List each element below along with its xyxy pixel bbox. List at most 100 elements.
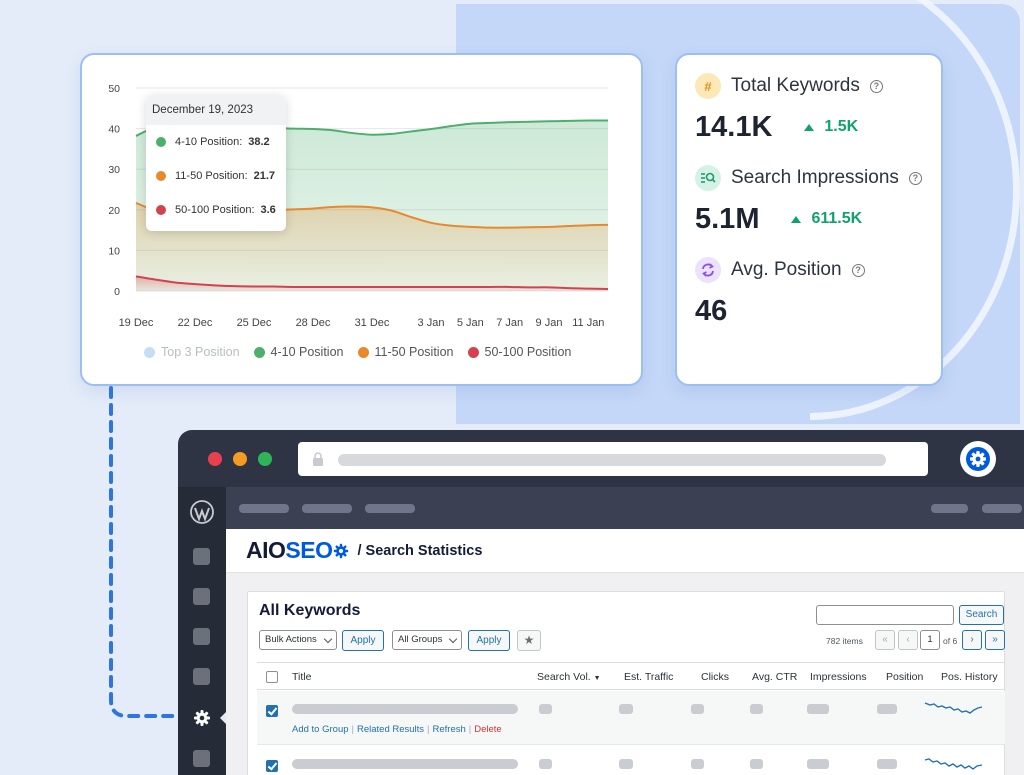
wp-admin-bar (226, 487, 1024, 529)
legend-item-top-3[interactable]: Top 3 Position (144, 345, 240, 359)
stat-value: 5.1M (695, 202, 760, 235)
all-keywords-panel: All Keywords Search Bulk Actions Apply A… (247, 591, 1005, 775)
brand-aio: AIO (246, 537, 286, 563)
first-page-button[interactable]: « (875, 630, 895, 650)
x-tick-label: 28 Dec (296, 317, 331, 329)
sidebar-menu-item[interactable] (193, 628, 210, 645)
legend-item-4-10[interactable]: 4-10 Position (253, 345, 344, 359)
legend-dot (467, 346, 479, 358)
tooltip-value: 38.2 (248, 136, 270, 148)
admin-bar-item[interactable] (302, 504, 352, 513)
tooltip-row-11-50: 11-50 Position: 21.7 (146, 159, 286, 193)
tooltip-value: 21.7 (253, 170, 275, 182)
est-traffic-placeholder (619, 759, 633, 769)
bulk-actions-select[interactable]: Bulk Actions (259, 630, 337, 650)
brand-seo: SEO (285, 537, 333, 563)
main-content: AIO SEO / Search Statistics All Keywords … (226, 529, 1024, 775)
legend-dot (144, 346, 155, 358)
groups-value: All Groups (398, 634, 443, 645)
close-window-dot[interactable] (208, 452, 222, 466)
admin-bar-item[interactable] (365, 504, 415, 513)
column-clicks[interactable]: Clicks (701, 671, 729, 683)
select-all-checkbox[interactable] (266, 671, 278, 683)
chart-legend: Top 3 Position 4-10 Position 11-50 Posit… (144, 345, 571, 359)
active-menu-pointer (220, 712, 226, 724)
delete-link[interactable]: Delete (474, 724, 502, 735)
column-title[interactable]: Title (292, 671, 312, 683)
maximize-window-dot[interactable] (258, 452, 272, 466)
avg-ctr-placeholder (750, 759, 763, 769)
page-header: AIO SEO / Search Statistics (226, 529, 1024, 573)
tooltip-label: 50-100 Position: (175, 204, 255, 216)
stat-value: 14.1K (695, 110, 773, 143)
column-pos-history[interactable]: Pos. History (941, 671, 998, 683)
sidebar-menu-item[interactable] (193, 588, 210, 605)
legend-item-50-100[interactable]: 50-100 Position (467, 345, 572, 359)
minimize-window-dot[interactable] (233, 452, 247, 466)
apply-bulk-button[interactable]: Apply (342, 630, 384, 651)
column-search-volume[interactable]: Search Vol. ▼ (537, 671, 601, 683)
total-pages: of 6 (943, 636, 958, 646)
search-list-icon (695, 165, 721, 191)
aioseo-logo[interactable]: AIO SEO (246, 537, 349, 564)
aioseo-gear-button[interactable] (960, 441, 996, 477)
star-filter-button[interactable]: ★ (517, 630, 541, 651)
admin-bar-item[interactable] (931, 504, 968, 513)
table-row[interactable] (257, 746, 1005, 775)
page-title: / Search Statistics (357, 542, 483, 559)
wordpress-logo-icon[interactable] (190, 500, 214, 524)
next-page-button[interactable]: › (962, 630, 982, 650)
related-results-link[interactable]: Related Results (356, 724, 425, 735)
row-checkbox[interactable] (266, 705, 278, 717)
y-tick-label: 50 (108, 83, 120, 95)
sidebar-menu-item[interactable] (193, 750, 210, 767)
help-icon[interactable]: ? (908, 171, 922, 185)
lock-icon (313, 452, 323, 466)
series-50-100-line (135, 275, 609, 290)
column-avg-ctr[interactable]: Avg. CTR (752, 671, 798, 683)
last-page-button[interactable]: » (985, 630, 1005, 650)
items-count: 782 items (826, 636, 863, 646)
sidebar-menu-item[interactable] (193, 668, 210, 685)
search-stats-card: # Total Keywords ? 14.1K 1.5K Search Imp… (675, 53, 943, 386)
hash-icon: # (695, 73, 721, 99)
row-checkbox[interactable] (266, 760, 278, 772)
search-button[interactable]: Search (959, 605, 1004, 625)
sidebar-aioseo-gear-icon[interactable] (192, 708, 212, 728)
tooltip-label: 11-50 Position: (175, 170, 248, 182)
refresh-link[interactable]: Refresh (432, 724, 466, 735)
keyword-search-input[interactable] (816, 605, 954, 625)
legend-item-11-50[interactable]: 11-50 Position (357, 345, 454, 359)
column-position[interactable]: Position (886, 671, 924, 683)
legend-label: 50-100 Position (484, 345, 572, 359)
stat-total-keywords: # Total Keywords ? 14.1K 1.5K (695, 71, 923, 149)
admin-bar-item[interactable] (239, 504, 289, 513)
chevron-down-icon (448, 634, 458, 644)
y-tick-label: 30 (108, 164, 120, 176)
tooltip-value: 3.6 (260, 204, 276, 216)
groups-select[interactable]: All Groups (392, 630, 462, 650)
admin-bar-item[interactable] (982, 504, 1022, 513)
add-to-group-link[interactable]: Add to Group (292, 724, 349, 735)
column-est-traffic[interactable]: Est. Traffic (624, 671, 674, 683)
previous-page-button[interactable]: ‹ (898, 630, 918, 650)
legend-label: Top 3 Position (161, 345, 240, 359)
column-impressions[interactable]: Impressions (810, 671, 867, 683)
help-icon[interactable]: ? (869, 79, 883, 93)
stat-avg-position: Avg. Position ? 46 (695, 255, 923, 333)
tooltip-row-4-10: 4-10 Position: 38.2 (146, 125, 286, 159)
current-page-input[interactable]: 1 (920, 630, 940, 650)
est-traffic-placeholder (619, 704, 633, 714)
stat-label: Total Keywords (731, 75, 860, 96)
address-bar[interactable] (298, 442, 928, 476)
apply-group-button[interactable]: Apply (468, 630, 510, 651)
search-volume-placeholder (539, 759, 552, 769)
sidebar-menu-item[interactable] (193, 548, 210, 565)
table-row[interactable]: Add to Group | Related Results | Refresh | Del… (257, 691, 1005, 745)
arrow-up-icon (791, 215, 802, 223)
chart-tooltip: December 19, 2023 4-10 Position: 38.2 11… (146, 95, 286, 231)
stat-delta-value: 611.5K (811, 210, 863, 227)
help-icon[interactable]: ? (851, 263, 865, 277)
tooltip-date: December 19, 2023 (146, 95, 286, 125)
refresh-position-icon (695, 257, 721, 283)
